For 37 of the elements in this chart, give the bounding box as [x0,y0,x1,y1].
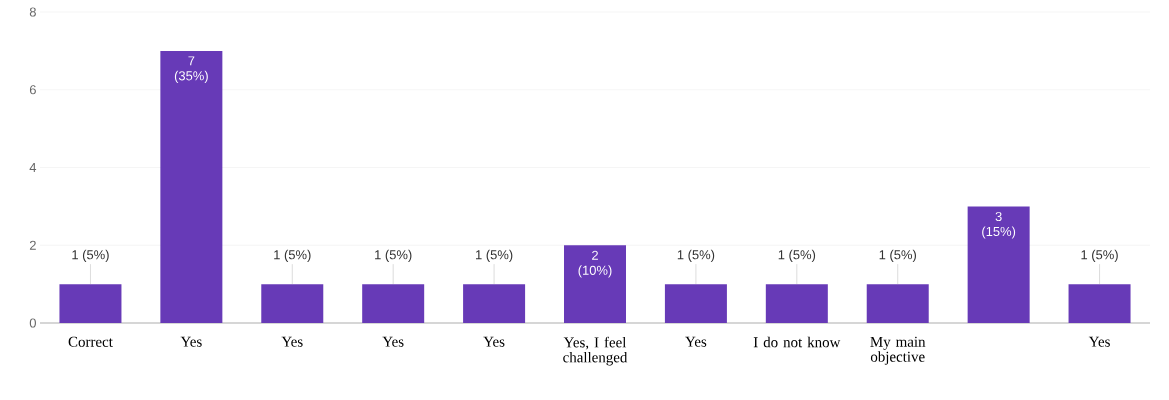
bar [664,284,727,323]
x-tick-label: Yes [180,336,202,347]
x-tick-label: Yes, I feel challenged [563,336,628,366]
x-tick-label: I do not know [753,336,841,348]
bar [463,284,526,323]
bar [59,284,122,323]
x-tick-label: Yes [685,336,707,347]
bar [564,245,626,323]
bar [160,50,223,323]
data-label: 1 (5%) [778,249,816,262]
data-label: 2 (10%) [578,250,612,278]
bar [362,284,425,323]
bar [1068,284,1131,323]
data-label: 3 (15%) [982,211,1016,239]
bar [967,206,1030,323]
bar [765,284,828,323]
x-tick-label: Yes [281,336,303,347]
x-tick-label: Yes [483,336,505,347]
bar [261,284,324,323]
x-tick-label: Yes [1088,336,1110,347]
data-label: 7 (35%) [174,56,208,83]
data-label: 1 (5%) [72,249,109,262]
x-tick-label: Yes [382,336,404,347]
y-tick-label: 4 [29,163,37,172]
bar [866,284,929,323]
y-tick-label: 6 [29,85,36,95]
data-label: 1 (5%) [274,249,311,262]
data-label: 1 (5%) [879,249,916,262]
data-label: 1 (5%) [1081,249,1118,262]
data-label: 1 (5%) [375,249,412,262]
y-tick-label: 0 [29,318,36,328]
data-label: 1 (5%) [476,249,513,262]
y-tick-label: 8 [29,7,36,17]
y-tick-label: 2 [29,240,36,250]
x-tick-label: My main objective [870,336,926,365]
x-tick-label: Correct [68,336,113,347]
data-label: 1 (5%) [677,249,715,262]
